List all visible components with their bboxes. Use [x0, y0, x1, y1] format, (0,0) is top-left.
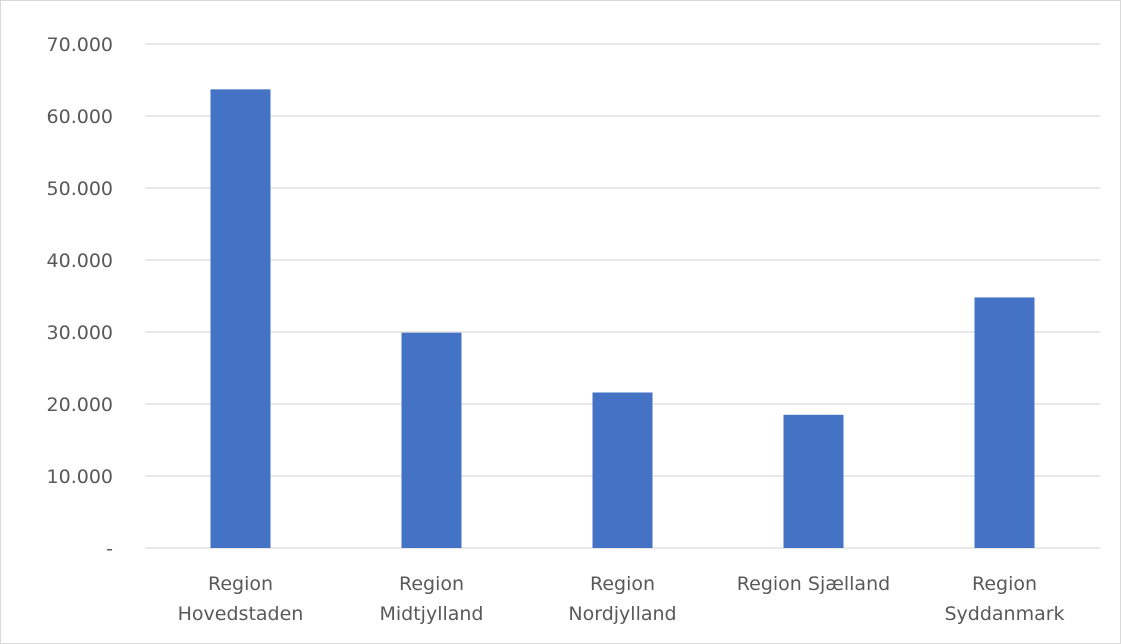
x-tick-label: Region Syddanmark — [944, 573, 1064, 625]
bars — [210, 89, 1035, 549]
bar — [974, 297, 1035, 548]
x-tick-label-line: Syddanmark — [944, 603, 1064, 625]
y-tick-label: 50.000 — [47, 178, 113, 200]
x-tick-label: Region Midtjylland — [379, 573, 483, 625]
x-tick-label: Region Sjælland — [737, 573, 890, 595]
y-axis-tick-labels: - 10.000 20.000 30.000 40.000 50.000 60.000 70.… — [47, 34, 113, 560]
x-tick-label-line: Midtjylland — [379, 603, 483, 625]
bar — [401, 332, 462, 548]
x-tick-label-line: Region — [590, 573, 655, 595]
y-tick-label: - — [106, 538, 113, 560]
x-tick-label: Region Hovedstaden — [178, 573, 304, 625]
x-tick-label-line: Region — [399, 573, 464, 595]
x-tick-label-line: Region — [972, 573, 1037, 595]
y-tick-label: 20.000 — [47, 394, 113, 416]
x-tick-label-line: Region Sjælland — [737, 573, 890, 595]
x-tick-label-line: Nordjylland — [568, 603, 676, 625]
x-tick-label-line: Hovedstaden — [178, 603, 304, 625]
gridlines — [145, 43, 1100, 549]
bar — [592, 392, 653, 548]
x-tick-label: Region Nordjylland — [568, 573, 676, 625]
y-tick-label: 70.000 — [47, 34, 113, 56]
y-tick-label: 60.000 — [47, 106, 113, 128]
y-tick-label: 10.000 — [47, 466, 113, 488]
bar — [783, 414, 844, 548]
y-tick-label: 40.000 — [47, 250, 113, 272]
y-tick-label: 30.000 — [47, 322, 113, 344]
bar — [210, 89, 271, 549]
x-tick-label-line: Region — [208, 573, 273, 595]
